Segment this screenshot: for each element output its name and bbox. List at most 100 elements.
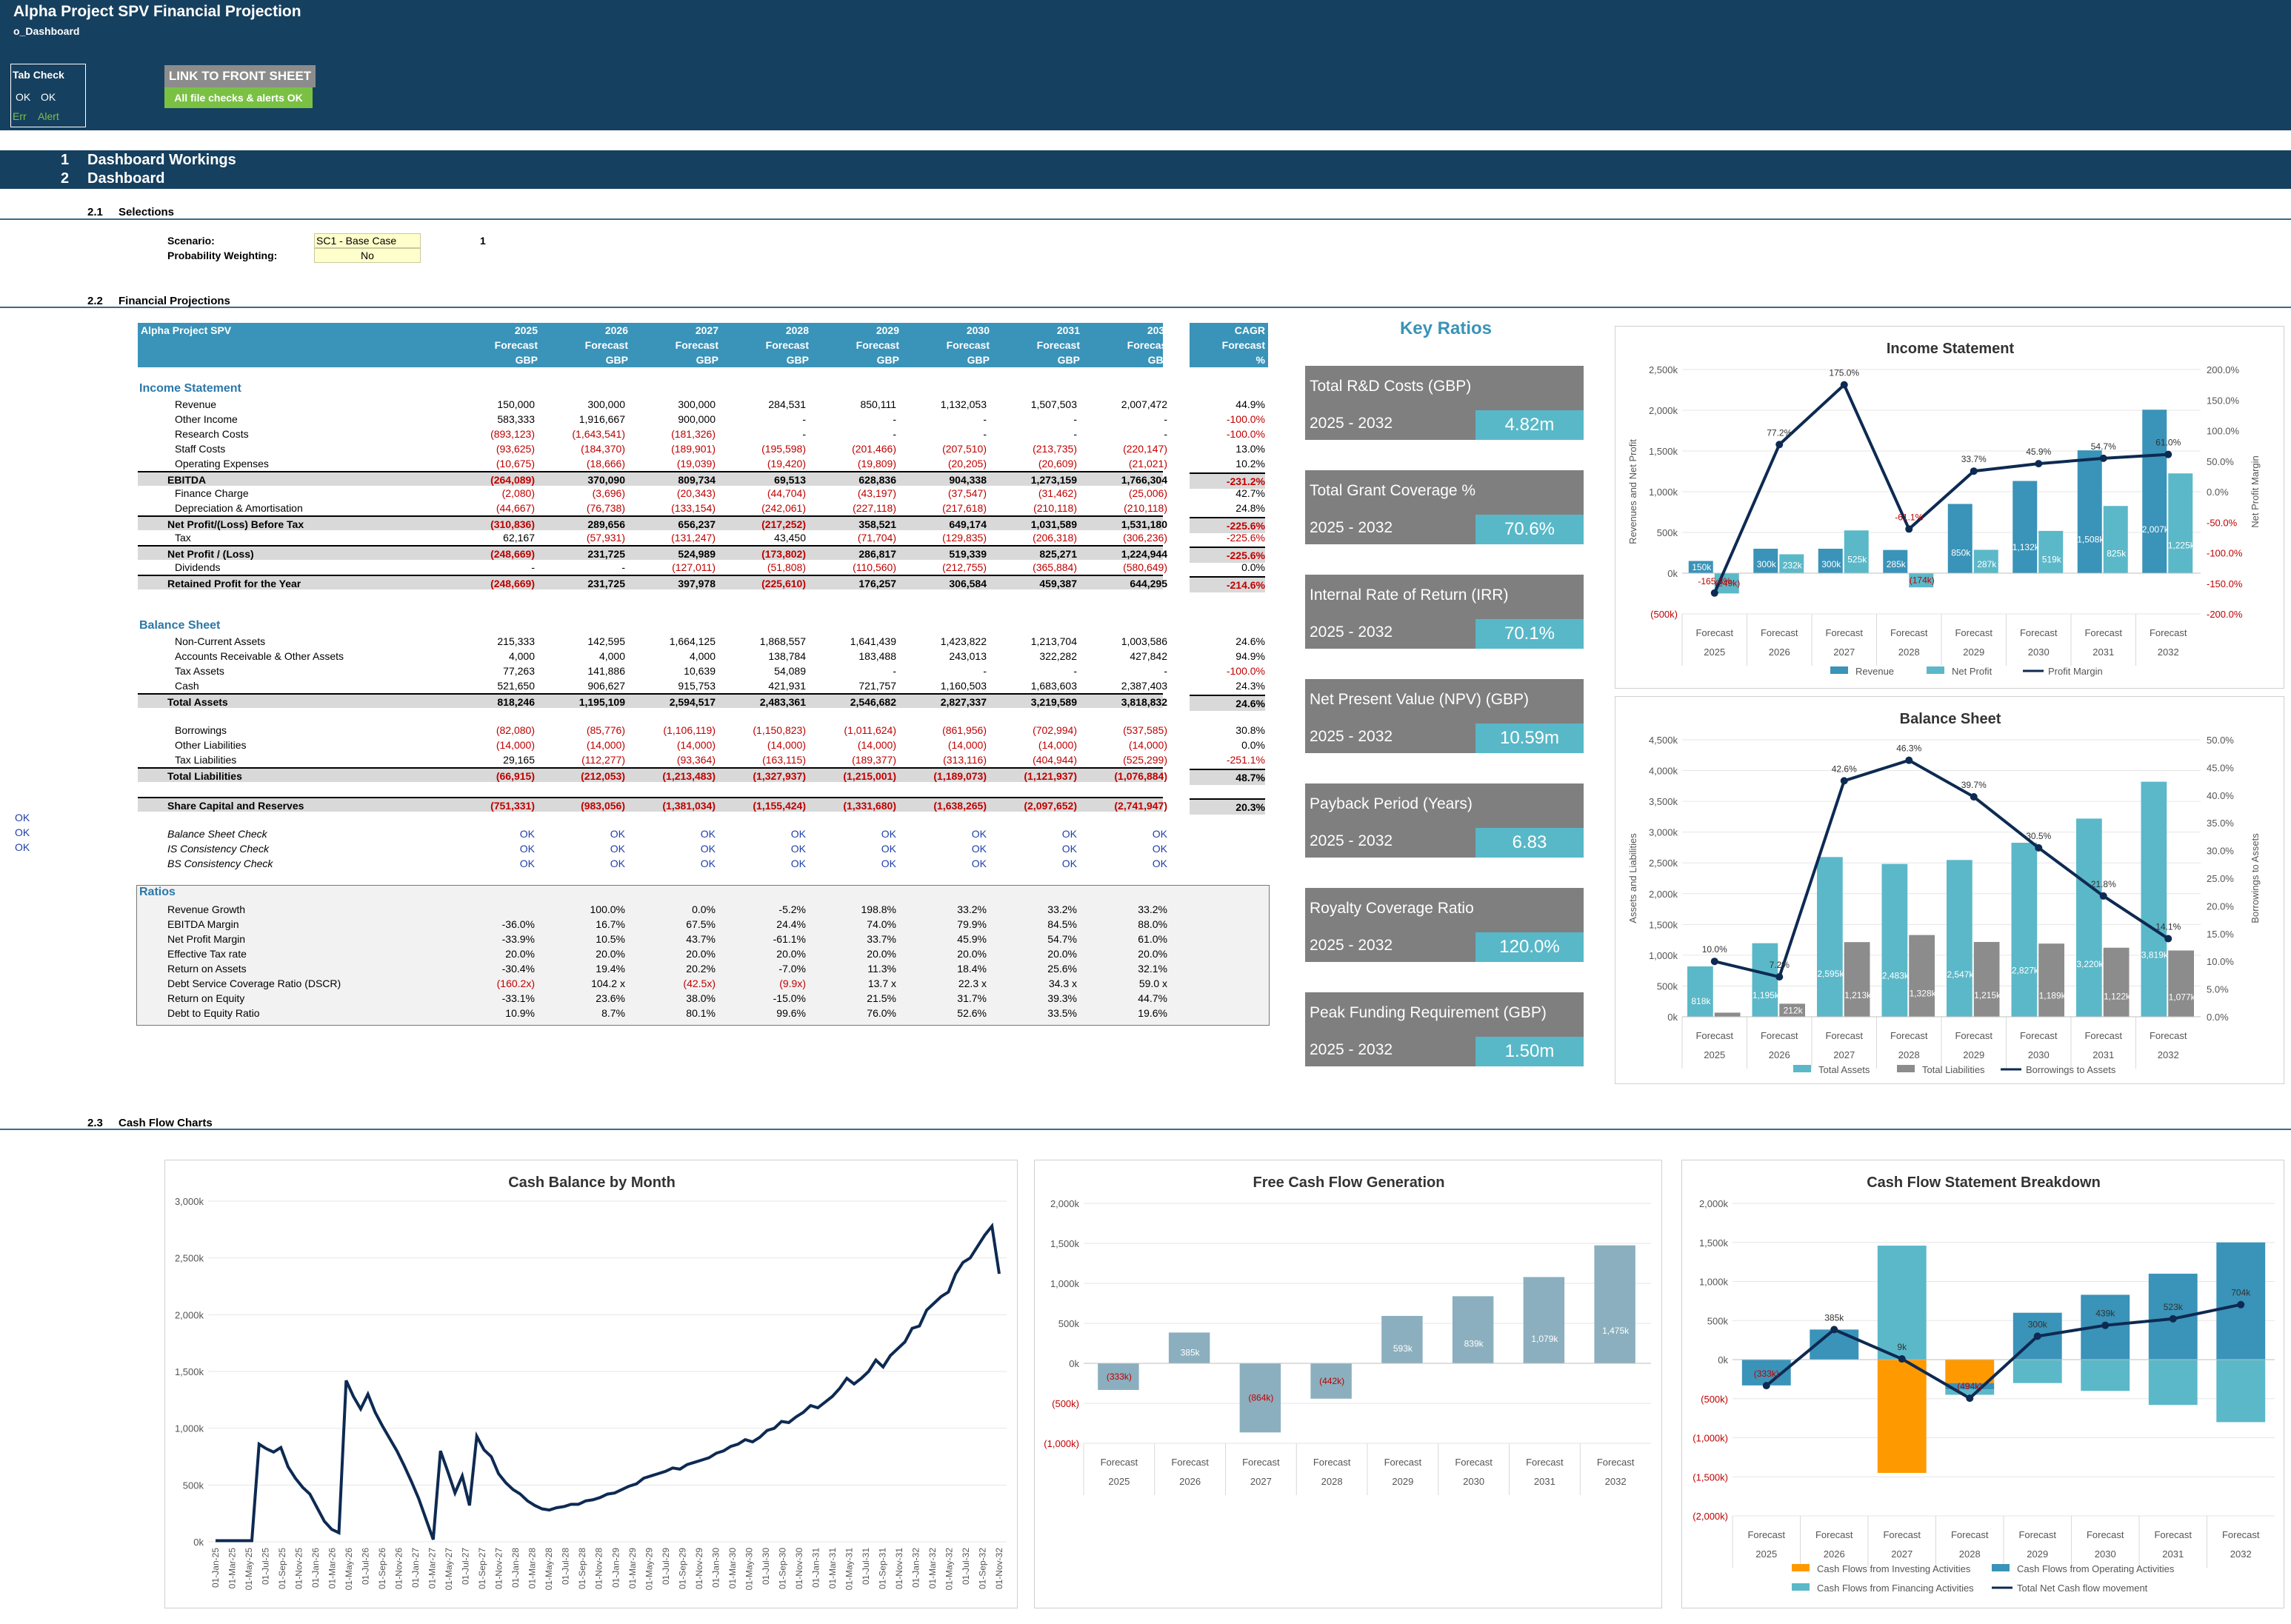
bar xyxy=(2216,1360,2266,1423)
tab-check-ok-2: OK xyxy=(41,91,56,103)
year-header-line: GBP xyxy=(786,354,809,366)
line-label: 54.7% xyxy=(2091,441,2116,452)
key-ratio-name: Net Present Value (NPV) (GBP) xyxy=(1310,691,1530,708)
row-label: Net Profit / (Loss) xyxy=(167,548,254,560)
probability-select[interactable]: No xyxy=(314,248,421,263)
x-tick-label: 01-Jan-29 xyxy=(610,1548,621,1588)
ratio-row: Return on Equity -33.1% 23.6% 38.0% -15.0% 21… xyxy=(138,991,1268,1006)
row-value: 176,257 xyxy=(858,578,896,589)
y-tick-label: 0k xyxy=(1667,1012,1678,1023)
key-ratio-name: Internal Rate of Return (IRR) xyxy=(1310,587,1509,604)
row-value: (19,039) xyxy=(676,458,716,470)
row-value: 649,174 xyxy=(949,518,987,530)
legend-label: Profit Margin xyxy=(2048,666,2103,677)
row-value: (248,669) xyxy=(490,578,535,589)
ratio-row: Debt to Equity Ratio 10.9% 8.7% 80.1% 99.6% 7… xyxy=(138,1006,1268,1020)
legend-label: Total Assets xyxy=(1818,1064,1870,1075)
ratio-label: Revenue Growth xyxy=(167,903,246,915)
row-value: OK xyxy=(519,858,535,869)
ratio-value: 20.0% xyxy=(596,948,625,960)
row-label: Other Income xyxy=(175,413,238,425)
row-value: - xyxy=(1073,665,1077,677)
line-point xyxy=(2237,1300,2245,1309)
y2-axis-label: Net Profit Margin xyxy=(2250,455,2261,528)
page-title: Alpha Project SPV Financial Projection xyxy=(13,3,301,20)
bar xyxy=(1844,530,1869,573)
line-point xyxy=(1710,589,1718,597)
table-row: Operating Expenses (10,675) (18,666) (19,03… xyxy=(138,456,1268,471)
ratio-value: (9.9x) xyxy=(779,978,806,989)
ratio-value: 32.1% xyxy=(1138,963,1167,975)
line-point xyxy=(1970,793,1978,801)
x-tick-label: 01-Nov-25 xyxy=(294,1548,304,1589)
scenario-select[interactable]: SC1 - Base Case xyxy=(314,233,421,248)
row-value: (14,000) xyxy=(767,739,806,751)
left-check-ok: OK xyxy=(15,826,30,838)
row-cagr: 10.2% xyxy=(1235,458,1265,470)
row-label: Staff Costs xyxy=(175,443,226,455)
link-to-front-sheet-button[interactable]: LINK TO FRONT SHEET xyxy=(164,65,316,87)
row-value: (1,331,680) xyxy=(843,800,896,812)
x-tick-label: 2026 xyxy=(1769,1049,1790,1060)
line-label: (494k) xyxy=(1957,1381,1982,1391)
year-header-line: Forecast xyxy=(765,339,809,351)
row-value: 2,594,517 xyxy=(669,696,716,708)
row-value: 4,000 xyxy=(689,650,716,662)
x-tick-prefix: Forecast xyxy=(2087,1529,2124,1540)
section-2-title[interactable]: Dashboard xyxy=(87,170,165,187)
row-value: OK xyxy=(881,843,896,855)
row-value: (19,420) xyxy=(767,458,806,470)
section-1-title[interactable]: Dashboard Workings xyxy=(87,152,236,168)
bar xyxy=(1523,1277,1565,1363)
bar xyxy=(1752,943,1778,1017)
x-tick-label: 2032 xyxy=(2158,1049,2179,1060)
row-value: 1,664,125 xyxy=(669,635,716,647)
bar xyxy=(2103,506,2128,573)
year-header-line: GBP xyxy=(967,354,990,366)
row-value: OK xyxy=(790,858,806,869)
table-row: Research Costs (893,123) (1,643,541) (181,3… xyxy=(138,427,1268,441)
key-ratio-card: Internal Rate of Return (IRR) 2025 - 2032… xyxy=(1305,575,1584,649)
y-tick-label: 2,500k xyxy=(1649,858,1678,869)
table-row: IS Consistency Check OK OK OK OK OK OK OK OK xyxy=(138,841,1268,856)
chart-title: Cash Flow Statement Breakdown xyxy=(1867,1174,2101,1191)
y2-tick-label: 20.0% xyxy=(2207,900,2234,912)
x-tick-prefix: Forecast xyxy=(1313,1457,1351,1468)
table-row: Borrowings (82,080) (85,776) (1,106,119) (1,… xyxy=(138,723,1268,738)
key-ratio-name: Peak Funding Requirement (GBP) xyxy=(1310,1004,1547,1021)
key-ratio-period: 2025 - 2032 xyxy=(1310,832,1393,849)
y-tick-label: 2,000k xyxy=(1050,1198,1080,1209)
legend-swatch xyxy=(1830,666,1848,674)
x-tick-prefix: Forecast xyxy=(1101,1457,1138,1468)
row-value: (71,704) xyxy=(857,532,896,544)
row-value: 818,246 xyxy=(497,696,535,708)
y2-tick-label: 15.0% xyxy=(2207,929,2234,940)
x-tick-prefix: Forecast xyxy=(1242,1457,1280,1468)
x-tick-label: 01-May-31 xyxy=(844,1548,854,1591)
x-tick-label: 01-Nov-32 xyxy=(994,1548,1004,1589)
table-row: Net Profit / (Loss) (248,669) 231,725 524,9… xyxy=(138,545,1265,563)
x-tick-label: 01-Nov-27 xyxy=(494,1548,504,1589)
x-tick-label: 01-Nov-31 xyxy=(894,1548,904,1589)
tab-check-label: Tab Check xyxy=(13,69,64,81)
x-tick-label: 01-Mar-28 xyxy=(527,1548,538,1589)
ratio-label: EBITDA Margin xyxy=(167,918,239,930)
row-label: Other Liabilities xyxy=(175,739,247,751)
x-tick-prefix: Forecast xyxy=(1955,1030,1992,1041)
row-value: OK xyxy=(519,828,535,840)
row-value: (217,252) xyxy=(761,518,806,530)
row-value: (129,835) xyxy=(942,532,987,544)
x-tick-label: 01-May-27 xyxy=(444,1548,454,1591)
cash-balance-chart: Cash Balance by Month 3,000k 2,500k 2,000k 1… xyxy=(164,1160,1018,1608)
x-tick-label: 01-Jan-26 xyxy=(310,1548,321,1588)
cagr-label: CAGR xyxy=(1234,324,1265,336)
x-tick-prefix: Forecast xyxy=(1597,1457,1635,1468)
row-value: (44,667) xyxy=(496,502,535,514)
line-point xyxy=(2169,1314,2177,1323)
y2-tick-label: 0.0% xyxy=(2207,487,2229,498)
row-value: 850,111 xyxy=(860,398,896,410)
x-tick-label: 01-Nov-30 xyxy=(794,1548,804,1589)
x-tick-label: 2031 xyxy=(2162,1548,2184,1560)
ratio-value: 20.0% xyxy=(867,948,896,960)
row-value: (1,155,424) xyxy=(753,800,806,812)
